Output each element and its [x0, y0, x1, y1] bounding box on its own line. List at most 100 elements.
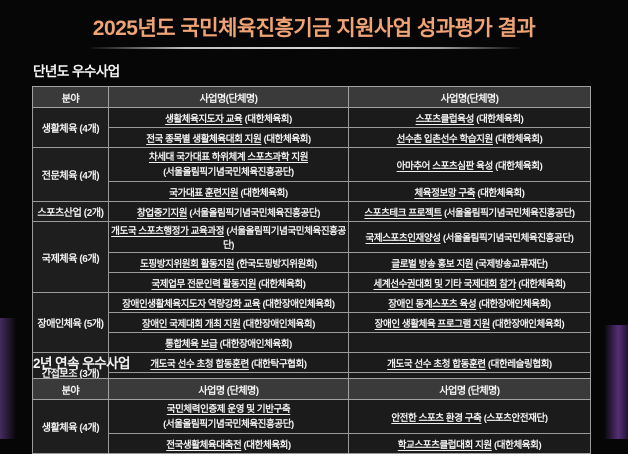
org-name: (국제방송교류재단)	[475, 258, 548, 270]
project-cell: 스포츠클럽육성 (대한체육회)	[348, 107, 591, 128]
project-cell: 차세대 국가대표 하위체계 스포츠과학 지원 (서울올림픽기념국민체육진흥공단)	[108, 147, 349, 182]
table-header-cell: 사업명(단체명)	[348, 86, 591, 108]
project-name: 아마추어 스포츠심판 육성	[396, 160, 494, 172]
project-name: 장애인 생활체육 프로그램 지원	[374, 318, 491, 330]
table-header-cell: 분야	[32, 378, 109, 400]
org-name: (한국도핑방지위원회)	[236, 258, 317, 270]
project-name: 학교스포츠클럽대회 지원	[397, 439, 492, 451]
background-left-purple-band	[0, 318, 16, 439]
table-row: 장애인 국제대회 개최 지원 (대한장애인체육회) 장애인 생활체육 프로그램 지…	[33, 312, 591, 333]
table-row: 전국 종목별 생활체육대회 지원 (대한체육회) 선수촌 입촌선수 학습지원 (대…	[33, 127, 591, 148]
category-cell: 생활체육 (4개)	[32, 399, 109, 454]
project-cell: 생활체육지도자 교육 (대한체육회)	[108, 107, 349, 128]
project-name: 통합체육 보급	[165, 338, 218, 350]
project-cell: 선수촌 입촌선수 학습지원 (대한체육회)	[348, 127, 591, 148]
project-cell: 창업중기지원 (서울올림픽기념국민체육진흥공단)	[108, 201, 349, 222]
org-name: (대한체육회)	[243, 439, 292, 451]
project-cell: 장애인 생활체육 프로그램 지원 (대한장애인체육회)	[348, 312, 591, 333]
project-cell: 세계선수권대회 및 기타 국제대회 참가 (대한체육회)	[348, 272, 591, 293]
project-name: 장애인 동계스포츠 육성	[388, 298, 477, 310]
org-name: (대한장애인체육회)	[242, 318, 316, 330]
org-name: (대한장애인체육회)	[219, 338, 293, 350]
project-name: 스포츠클럽육성	[415, 113, 475, 125]
table-row: 도핑방지위원회 활동지원 (한국도핑방지위원회) 글로벌 방송 홍보 지원 (국제…	[33, 252, 591, 273]
project-cell: 학교스포츠클럽대회 지원 (대한체육회)	[348, 433, 591, 454]
org-name: (서울올림픽기념국민체육진흥공단)	[222, 226, 346, 251]
table-row: 장애인체육 (5개) 장애인생활체육지도자 역량강화 교육 (대한장애인체육회) 장…	[32, 292, 591, 353]
project-name: 개도국 선수 초청 합동훈련	[387, 358, 486, 370]
table-row: 통합체육 보급 (대한장애인체육회)	[33, 332, 591, 353]
org-name: (대한체육회)	[477, 187, 525, 199]
project-name: 도핑방지위원회 활동지원	[140, 258, 235, 270]
project-name: 차세대 국가대표 하위체계 스포츠과학 지원	[148, 151, 309, 163]
table-header-cell: 사업명(단체명)	[108, 86, 349, 108]
title-divider	[90, 47, 520, 49]
project-name: 개도국 선수 초청 합동훈련	[150, 358, 249, 370]
project-cell: 스포츠테크 프로젝트 (서울올림픽기념국민체육진흥공단)	[348, 201, 591, 222]
project-cell: 아마추어 스포츠심판 육성 (대한체육회)	[348, 147, 591, 182]
project-name: 세계선수권대회 및 기타 국제대회 참가	[373, 278, 517, 290]
section-single-year: 단년도 우수사업 분야 사업명(단체명) 사업명(단체명) 생활체육 (4개) 생활체육…	[32, 63, 591, 393]
org-name: (대한체육회)	[258, 278, 306, 290]
project-cell: 전국생활체육대축전 (대한체육회)	[108, 433, 349, 454]
table-header-cell: 사업명 (단체명)	[348, 378, 591, 400]
org-name: (대한체육회)	[476, 113, 524, 125]
project-name: 국민체력인증제 운영 및 기반구축	[166, 403, 291, 415]
project-name: 창업중기지원	[137, 207, 188, 219]
page-title: 2025년도 국민체육진흥기금 지원사업 성과평가 결과	[92, 17, 536, 40]
project-cell: 통합체육 보급 (대한장애인체육회)	[108, 332, 349, 353]
results-table: 분야 사업명(단체명) 사업명(단체명) 생활체육 (4개) 생활체육지도자 교육 (대…	[32, 86, 591, 393]
category-cell: 스포츠산업 (2개)	[32, 201, 109, 222]
org-name: (서울올림픽기념국민체육진흥공단)	[442, 233, 574, 244]
org-name: (대한체육회)	[495, 160, 543, 172]
table-row: 국제업무 전문인력 활동지원 (대한체육회) 세계선수권대회 및 기타 국제대회 …	[33, 272, 591, 293]
org-name: (대한체육회)	[518, 278, 566, 290]
project-cell: 개도국 스포츠행정가 교육과정 (서울올림픽기념국민체육진흥공단)	[108, 221, 349, 253]
project-cell: 전국 종목별 생활체육대회 지원 (대한체육회)	[108, 127, 349, 148]
project-name: 장애인 국제대회 개최 지원	[142, 318, 241, 330]
project-name: 장애인생활체육지도자 역량강화 교육	[122, 298, 261, 310]
category-cell: 생활체육 (4개)	[32, 107, 109, 148]
org-name: (대한체육회)	[263, 133, 312, 145]
table-row: 전문체육 (4개) 차세대 국가대표 하위체계 스포츠과학 지원 (서울올림픽기념국…	[32, 147, 591, 202]
project-name: 개도국 스포츠행정가 교육과정	[111, 226, 225, 237]
project-cell: 장애인 동계스포츠 육성 (대한장애인체육회)	[348, 292, 591, 313]
project-cell: 국민체력인증제 운영 및 기반구축 (서울올림픽기념국민체육진흥공단)	[108, 399, 349, 434]
project-cell: 글로벌 방송 홍보 지원 (국제방송교류재단)	[348, 252, 591, 273]
project-name: 국제업무 전문인력 활동지원	[151, 278, 257, 290]
project-name: 국가대표 훈련지원	[169, 187, 239, 199]
project-name: 전국생활체육대축전	[166, 439, 242, 451]
table-row: 생활체육 (4개) 국민체력인증제 운영 및 기반구축 (서울올림픽기념국민체육진흥…	[32, 399, 591, 454]
project-cell: 안전한 스포츠 환경 구축 (스포츠안전재단)	[348, 399, 591, 434]
org-name: (대한체육회)	[494, 439, 542, 451]
org-name: (서울올림픽기념국민체육진흥공단)	[163, 166, 294, 178]
org-name: (대한장애인체육회)	[478, 298, 551, 310]
project-cell: 장애인생활체육지도자 역량강화 교육 (대한장애인체육회)	[108, 292, 349, 313]
org-name: (대한장애인체육회)	[492, 318, 565, 330]
project-cell: 국제업무 전문인력 활동지원 (대한체육회)	[108, 272, 349, 293]
project-name: 글로벌 방송 홍보 지원	[391, 258, 474, 270]
org-name: (스포츠안전재단)	[483, 412, 548, 424]
org-name: (서울올림픽기념국민체육진흥공단)	[443, 207, 575, 219]
background-right-purple-band	[604, 325, 628, 439]
project-cell: 체육정보망 구축 (대한체육회)	[348, 181, 591, 202]
table-row: 스포츠산업 (2개) 창업중기지원 (서울올림픽기념국민체육진흥공단) 스포츠테크 …	[32, 201, 591, 222]
category-cell: 전문체육 (4개)	[32, 147, 109, 202]
project-name: 스포츠테크 프로젝트	[364, 207, 442, 219]
table-row: 전국생활체육대축전 (대한체육회) 학교스포츠클럽대회 지원 (대한체육회)	[33, 433, 591, 454]
project-cell: 개도국 선수 초청 합동훈련 (대한탁구협회)	[108, 352, 349, 373]
section-heading: 단년도 우수사업	[33, 64, 120, 79]
project-name: 선수촌 입촌선수 학습지원	[396, 133, 494, 145]
project-name: 체육정보망 구축	[414, 187, 476, 199]
project-name: 생활체육지도자 교육	[165, 113, 243, 125]
project-cell: 도핑방지위원회 활동지원 (한국도핑방지위원회)	[108, 252, 349, 273]
category-cell: 국제체육 (6개)	[32, 221, 109, 293]
project-cell: 국가대표 훈련지원 (대한체육회)	[108, 181, 349, 202]
org-name: (대한장애인체육회)	[262, 298, 335, 310]
table-row: 국가대표 훈련지원 (대한체육회) 체육정보망 구축 (대한체육회)	[33, 181, 591, 202]
table-header-cell: 분야	[32, 86, 109, 108]
org-name: (대한레슬링협회)	[487, 358, 552, 370]
category-cell: 장애인체육 (5개)	[32, 292, 109, 353]
table-row: 생활체육 (4개) 생활체육지도자 교육 (대한체육회) 스포츠클럽육성 (대한체육…	[32, 107, 591, 148]
project-name: 전국 종목별 생활체육대회 지원	[146, 133, 262, 145]
